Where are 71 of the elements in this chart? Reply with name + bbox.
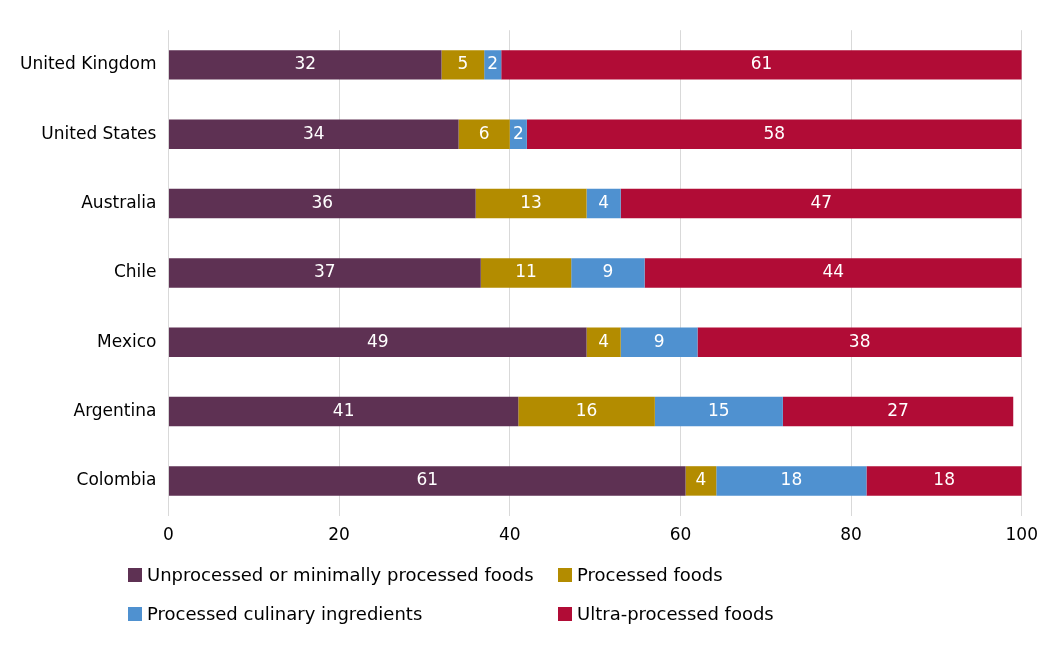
bar	[685, 466, 717, 496]
bar	[586, 188, 621, 219]
data-label: 38	[848, 330, 871, 351]
y-tick-label: United States	[41, 122, 157, 143]
data-label: 15	[708, 400, 730, 421]
data-label: 32	[294, 53, 317, 74]
bar	[716, 466, 867, 496]
bar	[501, 50, 1022, 80]
data-label: 5	[457, 53, 469, 74]
bar	[526, 119, 1022, 149]
data-label: 61	[750, 53, 773, 74]
data-label: 34	[302, 122, 325, 143]
bar	[586, 327, 621, 357]
data-label: 4	[598, 191, 610, 212]
bar	[168, 396, 519, 427]
data-label: 2	[487, 53, 499, 74]
bar	[654, 396, 783, 427]
y-tick-label: Colombia	[76, 469, 157, 490]
y-tick-label: Argentina	[73, 400, 157, 421]
bar	[620, 188, 1022, 219]
bar	[620, 327, 698, 357]
bar	[168, 466, 686, 496]
data-label: 18	[780, 469, 803, 490]
y-tick-label: Australia	[81, 191, 157, 212]
x-tick-label: 60	[669, 524, 692, 545]
data-label: 6	[478, 122, 490, 143]
legend-label: Unprocessed or minimally processed foods	[147, 564, 534, 585]
x-tick-label: 40	[498, 524, 521, 545]
data-label: 44	[822, 261, 845, 282]
x-tick-label: 0	[163, 524, 174, 545]
legend-label: Ultra-processed foods	[577, 603, 774, 624]
bar	[644, 258, 1022, 288]
y-tick-label: Mexico	[97, 330, 157, 351]
data-label: 47	[810, 191, 833, 212]
data-label: 61	[416, 469, 439, 490]
data-label: 36	[311, 191, 334, 212]
bar	[866, 466, 1022, 496]
bar	[480, 258, 572, 288]
data-label: 18	[933, 469, 955, 490]
bar	[697, 327, 1022, 357]
data-label: 2	[512, 122, 524, 143]
data-label: 27	[887, 400, 909, 421]
data-label: 4	[598, 330, 610, 351]
data-label: 4	[695, 469, 707, 490]
x-tick-label: 100	[1005, 524, 1038, 545]
bar	[782, 396, 1014, 427]
data-label: 49	[366, 330, 389, 351]
data-label: 9	[653, 330, 665, 351]
bar	[441, 50, 485, 80]
data-label: 13	[520, 191, 542, 212]
bar	[168, 119, 459, 149]
data-label: 11	[515, 261, 537, 282]
x-tick-label: 80	[840, 524, 862, 545]
legend-label: Processed culinary ingredients	[147, 603, 423, 624]
bar	[168, 258, 481, 288]
legend-label: Processed foods	[577, 564, 723, 585]
bar	[168, 50, 442, 80]
data-label: 58	[763, 122, 786, 143]
bar	[571, 258, 645, 288]
y-tick-label: Chile	[113, 261, 157, 282]
data-label: 9	[602, 261, 614, 282]
data-label: 16	[575, 400, 598, 421]
bar	[475, 188, 587, 219]
data-label: 41	[332, 400, 355, 421]
y-tick-label: United Kingdom	[20, 53, 157, 74]
data-label: 37	[314, 261, 336, 282]
bar	[168, 188, 476, 219]
bar	[168, 327, 587, 357]
x-tick-label: 20	[328, 524, 350, 545]
bar	[458, 119, 510, 149]
bar	[518, 396, 655, 427]
